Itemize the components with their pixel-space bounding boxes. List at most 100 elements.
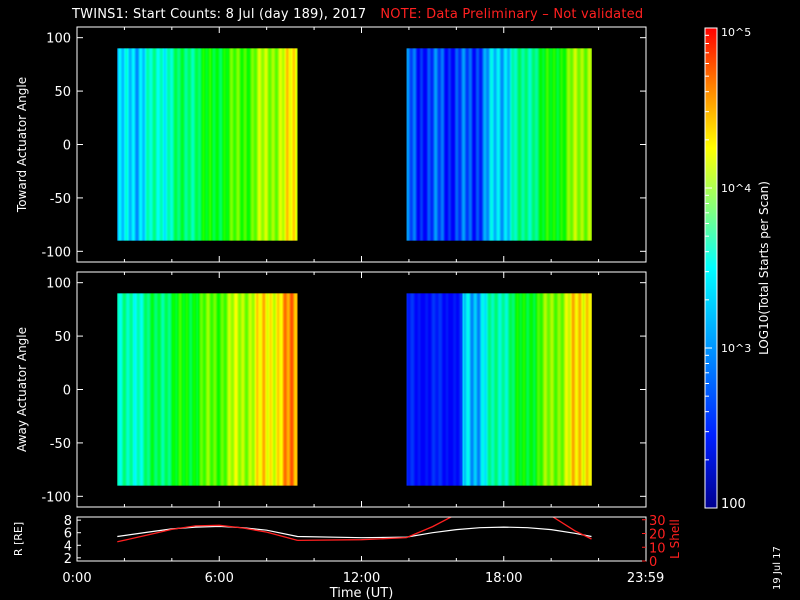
heatmap-cell	[457, 293, 459, 486]
heatmap-cell	[586, 48, 588, 241]
heatmap-cell	[262, 293, 264, 486]
heatmap-cell	[222, 293, 224, 486]
heatmap-cell	[516, 48, 518, 241]
heatmap-cell	[540, 48, 542, 241]
heatmap-cell	[268, 293, 270, 486]
heatmap-cell	[470, 48, 472, 241]
heatmap-cell	[408, 293, 410, 486]
heatmap-cell	[493, 293, 495, 486]
y-tick-label: 50	[54, 330, 71, 345]
heatmap-cell	[278, 293, 280, 486]
heatmap-cell	[195, 293, 197, 486]
heatmap-cell	[410, 48, 412, 241]
heatmap-cell	[205, 293, 207, 486]
heatmap-cell	[515, 293, 517, 486]
heatmap-panel-middle	[117, 293, 592, 486]
heatmap-cell	[496, 293, 498, 486]
heatmap-cell	[514, 48, 516, 241]
heatmap-cell	[406, 48, 408, 241]
heatmap-cell	[121, 293, 123, 486]
heatmap-cell	[412, 48, 414, 241]
heatmap-cell	[209, 293, 211, 486]
heatmap-cell	[558, 48, 560, 241]
heatmap-cell	[576, 48, 578, 241]
heatmap-cell	[456, 293, 458, 486]
heatmap-cell	[572, 48, 574, 241]
heatmap-cell	[217, 293, 219, 486]
heatmap-cell	[134, 48, 136, 241]
heatmap-cell	[260, 48, 262, 241]
heatmap-cell	[552, 293, 554, 486]
heatmap-cell	[200, 48, 202, 241]
heatmap-cell	[553, 293, 555, 486]
heatmap-cell	[232, 293, 234, 486]
heatmap-cell	[427, 293, 429, 486]
heatmap-cell	[160, 293, 162, 486]
heatmap-cell	[499, 293, 501, 486]
heatmap-cell	[497, 48, 499, 241]
heatmap-cell	[212, 48, 214, 241]
heatmap-cell	[182, 293, 184, 486]
heatmap-cell	[522, 48, 524, 241]
heatmap-cell	[501, 293, 503, 486]
heatmap-cell	[235, 48, 237, 241]
heatmap-cell	[533, 293, 535, 486]
heatmap-cell	[548, 293, 550, 486]
heatmap-cell	[544, 293, 546, 486]
heatmap-cell	[578, 293, 580, 486]
heatmap-cell	[169, 48, 171, 241]
heatmap-cell	[529, 293, 531, 486]
heatmap-cell	[276, 48, 278, 241]
heatmap-cell	[461, 293, 463, 486]
heatmap-cell	[564, 293, 566, 486]
heatmap-cell	[412, 293, 414, 486]
heatmap-cell	[513, 293, 515, 486]
heatmap-cell	[153, 48, 155, 241]
heatmap-cell	[155, 293, 157, 486]
heatmap-cell	[488, 293, 490, 486]
heatmap-cell	[251, 293, 253, 486]
heatmap-cell	[181, 48, 183, 241]
heatmap-cell	[287, 293, 289, 486]
heatmap-cell	[174, 48, 176, 241]
heatmap-cell	[562, 48, 564, 241]
heatmap-cell	[268, 48, 270, 241]
heatmap-cell	[158, 293, 160, 486]
heatmap-cell	[227, 293, 229, 486]
heatmap-cell	[499, 48, 501, 241]
heatmap-cell	[524, 293, 526, 486]
heatmap-cell	[231, 48, 233, 241]
colorbar: 10^5 10^4 10^3 100 LOG10(Total Starts per Sc…	[704, 26, 771, 512]
heatmap-cell	[448, 48, 450, 241]
heatmap-cell	[225, 48, 227, 241]
heatmap-cell	[186, 293, 188, 486]
heatmap-cell	[219, 293, 221, 486]
heatmap-cell	[498, 293, 500, 486]
heatmap-cell	[476, 293, 478, 486]
heatmap-cell	[117, 293, 119, 486]
heatmap-cell	[542, 293, 544, 486]
heatmap-cell	[421, 293, 423, 486]
heatmap-cell	[454, 48, 456, 241]
heatmap-cell	[214, 48, 216, 241]
heatmap-cell	[190, 293, 192, 486]
heatmap-cell	[162, 293, 164, 486]
heatmap-cell	[266, 48, 268, 241]
heatmap-cell	[450, 48, 452, 241]
heatmap-cell	[549, 48, 551, 241]
heatmap-cell	[240, 293, 242, 486]
colorbar-label: LOG10(Total Starts per Scan)	[757, 181, 771, 355]
heatmap-cell	[275, 293, 277, 486]
heatmap-cell	[293, 293, 295, 486]
heatmap-cell	[409, 293, 411, 486]
x-tick-label: 0:00	[62, 571, 91, 586]
heatmap-cell	[506, 293, 508, 486]
heatmap-cell	[261, 48, 263, 241]
heatmap-cell	[569, 48, 571, 241]
heatmap-cell	[415, 48, 417, 241]
heatmap-cell	[485, 48, 487, 241]
heatmap-cell	[254, 293, 256, 486]
heatmap-cell	[233, 48, 235, 241]
heatmap-cell	[136, 48, 138, 241]
heatmap-cell	[203, 48, 205, 241]
